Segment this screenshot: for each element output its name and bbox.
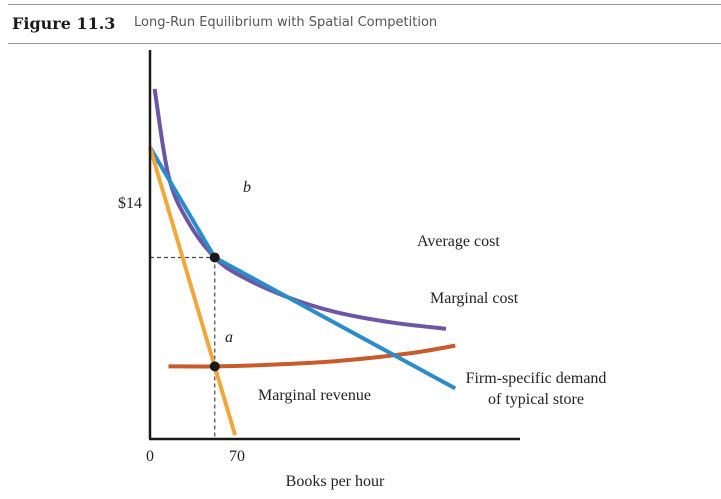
header-bottom-rule <box>8 43 721 44</box>
header-top-rule <box>8 4 721 5</box>
x-tick-label-0: 0 <box>146 448 154 465</box>
x-axis-label: Books per hour <box>286 473 385 490</box>
demand-label-line1: Firm-specific demand <box>466 370 607 387</box>
chart-series <box>148 88 457 436</box>
marginal-revenue-line <box>148 146 238 436</box>
figure-label: Figure 11.3 <box>12 14 116 33</box>
average-cost-label: Average cost <box>417 233 500 250</box>
point-label-b: b <box>243 179 251 196</box>
demand-label-line2: of typical store <box>488 391 584 408</box>
equilibrium-points <box>209 252 220 372</box>
point-label-a: a <box>225 329 233 346</box>
figure-header: Figure 11.3 Long-Run Equilibrium with Sp… <box>0 0 721 44</box>
y-tick-label-14: $14 <box>118 195 142 212</box>
point-b <box>209 252 220 263</box>
point-a <box>209 361 220 372</box>
marginal-cost-label: Marginal cost <box>430 290 519 307</box>
marginal-revenue-label: Marginal revenue <box>258 387 371 404</box>
figure-caption: Long-Run Equilibrium with Spatial Compet… <box>134 15 438 30</box>
average-cost-curve <box>152 88 447 331</box>
guide-lines <box>150 256 216 439</box>
x-tick-label-70: 70 <box>229 448 245 465</box>
